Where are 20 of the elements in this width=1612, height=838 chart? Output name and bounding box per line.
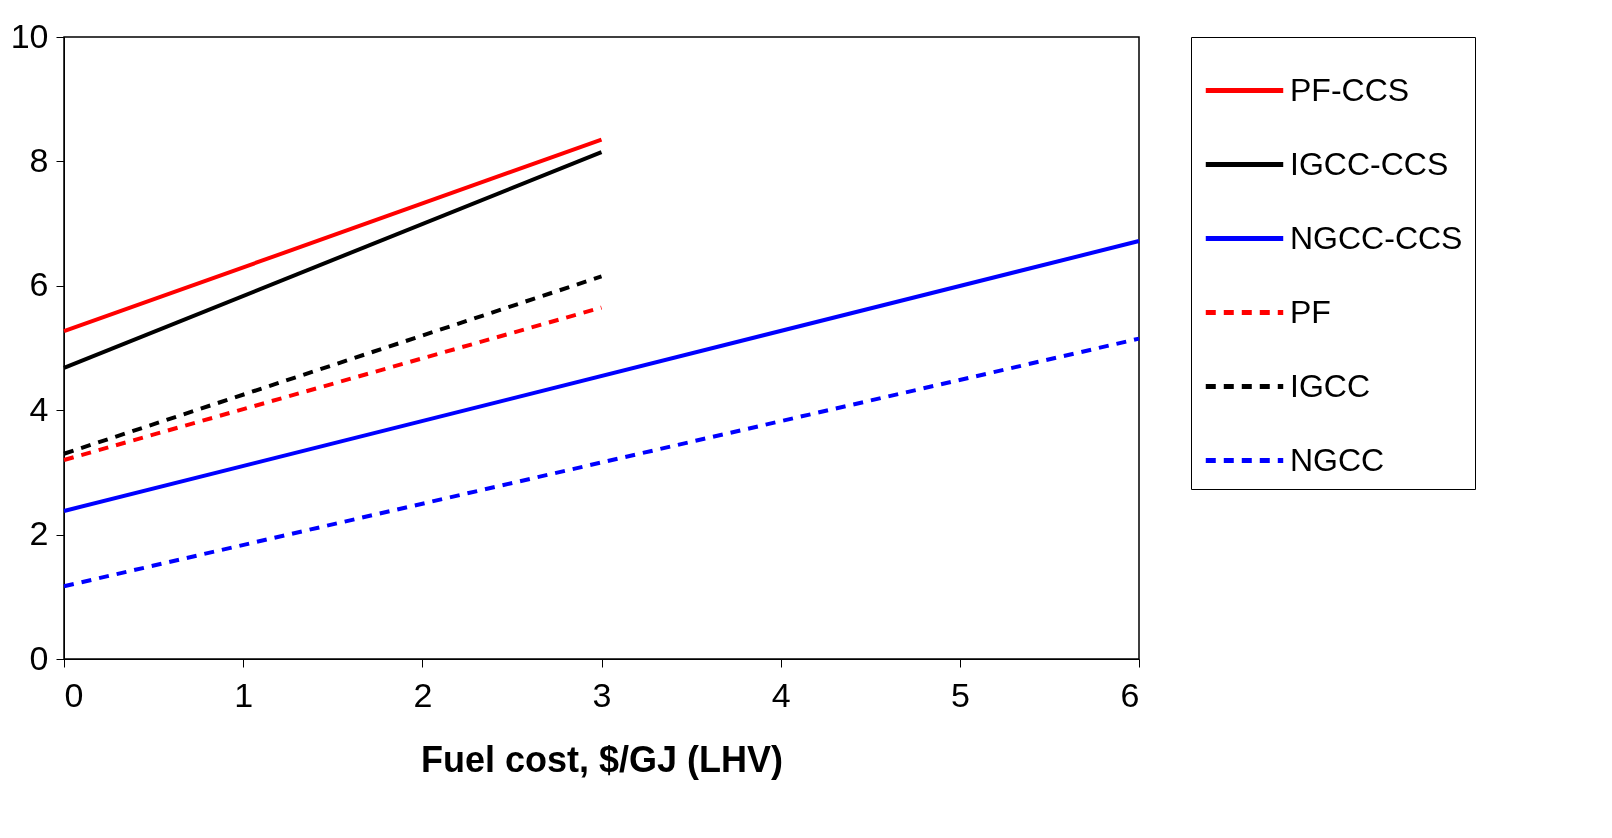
y-tick-label: 8 [29,140,49,179]
x-tick-label: 4 [771,675,791,714]
legend-label: NGCC [1290,441,1385,478]
x-tick-label: 5 [950,675,970,714]
y-tick-label: 10 [10,16,49,55]
x-tick-label: 2 [413,675,433,714]
x-tick-label: 6 [1120,675,1140,714]
y-tick-label: 2 [29,514,49,553]
x-tick-label: 3 [592,675,612,714]
x-tick-label: 1 [234,675,254,714]
legend-label: IGCC [1290,367,1370,404]
x-tick-label: 0 [64,675,84,714]
legend-label: PF [1290,293,1331,330]
y-tick-label: 4 [29,389,49,428]
legend-label: PF-CCS [1290,71,1410,108]
y-tick-label: 0 [29,638,49,677]
legend-label: NGCC-CCS [1290,219,1463,256]
legend-label: IGCC-CCS [1290,145,1449,182]
y-tick-label: 6 [29,265,49,304]
x-axis-title: Fuel cost, $/GJ (LHV) [420,738,784,780]
